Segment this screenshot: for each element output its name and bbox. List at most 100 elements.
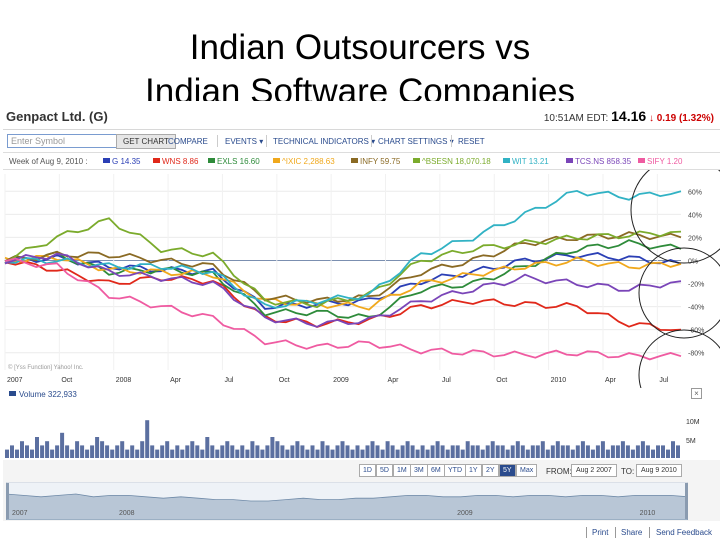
compare-button[interactable]: COMPARE xyxy=(168,137,208,146)
legend-label: INFY 59.75 xyxy=(360,157,401,166)
range-5y-button[interactable]: 5Y xyxy=(499,464,516,477)
volume-bar xyxy=(605,449,610,458)
reset-button[interactable]: RESET xyxy=(458,137,485,146)
volume-bar xyxy=(490,441,495,458)
quote-price: 14.16 xyxy=(611,108,647,124)
quote-change: 0.19 (1.32%) xyxy=(656,113,714,124)
events-menu[interactable]: EVENTS ▾ xyxy=(225,137,264,146)
volume-bar xyxy=(435,441,440,458)
legend-item-wns[interactable]: WNS 8.86 xyxy=(153,157,198,166)
legend-swatch xyxy=(413,158,420,163)
range-3m-button[interactable]: 3M xyxy=(410,464,428,477)
volume-bar xyxy=(220,445,225,458)
range-6m-button[interactable]: 6M xyxy=(427,464,445,477)
get-chart-button[interactable]: GET CHART xyxy=(116,134,176,149)
chart-toolbar: Enter Symbol GET CHART COMPARE EVENTS ▾ … xyxy=(3,130,720,153)
volume-bar xyxy=(320,441,325,458)
y-tick-label: 60% xyxy=(688,189,702,196)
volume-bar xyxy=(265,445,270,458)
range-ytd-button[interactable]: YTD xyxy=(444,464,466,477)
volume-bar xyxy=(340,441,345,458)
volume-bar xyxy=(545,449,550,458)
range-max-button[interactable]: Max xyxy=(516,464,538,477)
from-date-input[interactable]: Aug 2 2007 xyxy=(571,464,617,477)
volume-bar xyxy=(600,441,605,458)
volume-bar xyxy=(150,445,155,458)
range-1m-button[interactable]: 1M xyxy=(393,464,411,477)
volume-bar xyxy=(315,449,320,458)
volume-bar xyxy=(635,445,640,458)
volume-bar xyxy=(50,449,55,458)
volume-bar xyxy=(590,449,595,458)
volume-bar xyxy=(125,449,130,458)
volume-bar xyxy=(671,441,675,458)
volume-bar xyxy=(165,441,170,458)
navigator-right-handle[interactable] xyxy=(685,483,688,519)
send-feedback-link[interactable]: Send Feedback xyxy=(656,528,713,537)
legend-item-sify[interactable]: SIFY 1.20 xyxy=(638,157,682,166)
close-icon[interactable]: × xyxy=(691,388,702,399)
series-line-wit xyxy=(4,189,682,309)
series-line-infy xyxy=(4,231,682,305)
volume-bar xyxy=(295,441,300,458)
x-tick-label: Apr xyxy=(170,377,182,384)
volume-bar xyxy=(625,445,630,458)
legend-item-bsesn[interactable]: ^BSESN 18,070.18 xyxy=(413,157,491,166)
series-line-wns xyxy=(4,260,682,332)
navigator-year-label: 2008 xyxy=(119,510,135,517)
volume-bar xyxy=(525,449,530,458)
range-navigator[interactable]: 2007 2008 2009 2010 xyxy=(6,482,688,520)
volume-bar xyxy=(470,445,475,458)
y-tick-label: -80% xyxy=(688,351,704,358)
legend-label: WNS 8.86 xyxy=(162,157,199,166)
range-1d-button[interactable]: 1D xyxy=(359,464,376,477)
y-tick-label: -40% xyxy=(688,305,704,312)
range-2y-button[interactable]: 2Y xyxy=(482,464,499,477)
price-chart[interactable]: 2007 Oct 2008 Apr Jul Oct 2009 Apr Jul Oct 2010 Apr… xyxy=(3,170,720,388)
legend-item-ixic[interactable]: ^IXIC 2,288.63 xyxy=(273,157,335,166)
volume-chart: 10M 5M xyxy=(3,402,720,460)
down-arrow-icon: ↓ xyxy=(648,113,654,124)
quote-header: Genpact Ltd. (G) 10:51AM EDT: 14.16 ↓ 0.… xyxy=(3,101,720,130)
legend-item-exls[interactable]: EXLS 16.60 xyxy=(208,157,260,166)
range-5d-button[interactable]: 5D xyxy=(376,464,393,477)
highlight-circle xyxy=(630,170,720,264)
x-tick-label: Jul xyxy=(442,377,451,384)
volume-bar xyxy=(245,449,250,458)
volume-bar xyxy=(230,445,235,458)
volume-bar xyxy=(455,445,460,458)
y-tick-label: -60% xyxy=(688,328,704,335)
footer-divider xyxy=(649,527,650,538)
chart-settings-menu[interactable]: CHART SETTINGS ▾ xyxy=(378,137,454,146)
legend-item-wit[interactable]: WIT 13.21 xyxy=(503,157,549,166)
navigator-left-handle[interactable] xyxy=(6,483,9,519)
volume-bar xyxy=(45,441,50,458)
volume-bar xyxy=(100,441,105,458)
volume-bar xyxy=(676,445,680,458)
legend-item-g[interactable]: G 14.35 xyxy=(103,157,140,166)
to-date-input[interactable]: Aug 9 2010 xyxy=(636,464,682,477)
volume-bar xyxy=(80,445,85,458)
print-link[interactable]: Print xyxy=(592,528,609,537)
legend-swatch xyxy=(566,158,573,163)
volume-bar xyxy=(580,441,585,458)
volume-bar xyxy=(440,445,445,458)
volume-bar xyxy=(425,449,430,458)
technical-indicators-menu[interactable]: TECHNICAL INDICATORS ▾ xyxy=(273,137,376,146)
symbol-input[interactable]: Enter Symbol xyxy=(7,134,119,148)
highlight-circle xyxy=(638,329,720,388)
volume-bar xyxy=(445,449,450,458)
legend-swatch xyxy=(351,158,358,163)
range-1y-button[interactable]: 1Y xyxy=(465,464,482,477)
volume-bar xyxy=(615,445,620,458)
volume-bar xyxy=(15,449,19,458)
footer-links: Print Share Send Feedback xyxy=(3,521,720,540)
legend-swatch xyxy=(503,158,510,163)
share-link[interactable]: Share xyxy=(621,528,643,537)
volume-bar xyxy=(205,437,210,458)
volume-bar xyxy=(90,445,95,458)
volume-bar xyxy=(225,441,230,458)
legend-item-tcs[interactable]: TCS.NS 858.35 xyxy=(566,157,631,166)
x-tick-label: Oct xyxy=(496,377,507,384)
legend-item-infy[interactable]: INFY 59.75 xyxy=(351,157,400,166)
